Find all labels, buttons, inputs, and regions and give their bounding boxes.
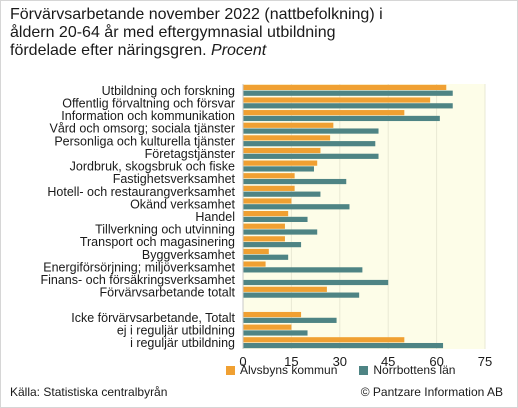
bar-norrbotten bbox=[243, 342, 444, 349]
bar-alvsbyn bbox=[243, 173, 295, 179]
bar-norrbotten bbox=[243, 141, 376, 147]
copyright-note: © Pantzare Information AB bbox=[360, 385, 503, 399]
legend-item-norrbotten: Norrbottens län bbox=[359, 363, 455, 377]
x-tick-label: 45 bbox=[381, 354, 395, 369]
category-label: Icke förvärvsarbetande, Totalt bbox=[71, 311, 235, 325]
bar-alvsbyn bbox=[243, 84, 447, 91]
bar-alvsbyn bbox=[243, 337, 405, 343]
bar-alvsbyn bbox=[243, 286, 327, 292]
legend-item-alvsbyn: Älvsbyns kommun bbox=[226, 363, 337, 377]
bar-norrbotten bbox=[243, 216, 308, 222]
category-label: Jordbruk, skogsbruk och fiske bbox=[70, 160, 235, 174]
bar-norrbotten bbox=[243, 178, 347, 185]
bar-norrbotten bbox=[243, 103, 453, 109]
chart-title: Förvärvsarbetande november 2022 (nattbef… bbox=[10, 6, 510, 60]
bar-norrbotten bbox=[243, 90, 453, 96]
bar-norrbotten bbox=[243, 242, 302, 248]
category-label: Hotell- och restaurangverksamhet bbox=[47, 185, 235, 199]
x-tick-label: 60 bbox=[429, 354, 443, 369]
bar-norrbotten bbox=[243, 279, 389, 286]
x-tick-label: 75 bbox=[478, 354, 492, 369]
legend: Älvsbyns kommun Norrbottens län bbox=[226, 363, 455, 377]
bar-norrbotten bbox=[243, 317, 337, 323]
category-label: Transport och magasinering bbox=[80, 235, 235, 249]
category-label: ej i reguljär utbildning bbox=[117, 324, 235, 338]
x-tick-label: 15 bbox=[284, 354, 298, 369]
category-label: Offentlig förvaltning och försvar bbox=[62, 96, 235, 110]
bar-norrbotten bbox=[243, 128, 379, 134]
source-note: Källa: Statistiska centralbyrån bbox=[10, 385, 168, 399]
category-label: Byggverksamhet bbox=[142, 248, 236, 262]
x-tick-label: 30 bbox=[333, 354, 347, 369]
bar-alvsbyn bbox=[243, 324, 292, 330]
bar-norrbotten bbox=[243, 166, 314, 172]
bar-alvsbyn bbox=[243, 236, 285, 242]
legend-swatch-norrbotten bbox=[359, 365, 369, 375]
category-label: Tillverkning och utvinning bbox=[95, 223, 235, 237]
legend-label-alvsbyn: Älvsbyns kommun bbox=[240, 363, 338, 377]
bar-alvsbyn bbox=[243, 135, 331, 141]
category-label: Okänd verksamhet bbox=[130, 197, 235, 211]
legend-swatch-alvsbyn bbox=[226, 365, 235, 375]
bar-alvsbyn bbox=[243, 185, 295, 191]
bar-norrbotten bbox=[243, 267, 363, 273]
bar-norrbotten bbox=[243, 204, 350, 210]
bar-alvsbyn bbox=[243, 248, 269, 255]
bar-alvsbyn bbox=[243, 198, 292, 204]
category-label: Energiförsörjning; miljöverksamhet bbox=[43, 260, 235, 274]
chart-unit: Procent bbox=[211, 42, 267, 59]
category-label: Vård och omsorg; sociala tjänster bbox=[49, 122, 235, 136]
legend-label-norrbotten: Norrbottens län bbox=[373, 363, 456, 377]
category-label: Information och kommunikation bbox=[61, 109, 235, 123]
category-label: Personliga och kulturella tjänster bbox=[54, 134, 235, 148]
bar-alvsbyn bbox=[243, 223, 285, 229]
x-tick-label: 0 bbox=[239, 354, 246, 369]
bar-norrbotten bbox=[243, 115, 440, 122]
category-label: Finans- och försäkringsverksamhet bbox=[40, 273, 235, 287]
bar-norrbotten bbox=[243, 229, 318, 235]
bar-norrbotten bbox=[243, 330, 308, 336]
category-label: Företagstjänster bbox=[145, 147, 235, 161]
bar-alvsbyn bbox=[243, 97, 431, 103]
category-label: Förvärvsarbetande totalt bbox=[100, 286, 236, 300]
bar-alvsbyn bbox=[243, 110, 405, 116]
bar-alvsbyn bbox=[243, 261, 266, 267]
category-label: Fastighetsverksamhet bbox=[113, 172, 236, 186]
bar-alvsbyn bbox=[243, 122, 334, 128]
bar-norrbotten bbox=[243, 191, 321, 197]
bar-norrbotten bbox=[243, 254, 289, 260]
bar-norrbotten bbox=[243, 153, 379, 159]
category-label: Utbildning och forskning bbox=[102, 84, 235, 98]
plot-area bbox=[243, 84, 485, 349]
category-label: i reguljär utbildning bbox=[130, 336, 235, 350]
bar-alvsbyn bbox=[243, 147, 321, 154]
bar-norrbotten bbox=[243, 292, 360, 298]
chart-title-text: Förvärvsarbetande november 2022 (nattbef… bbox=[10, 6, 383, 59]
bar-alvsbyn bbox=[243, 311, 302, 318]
category-label: Handel bbox=[195, 210, 235, 224]
bar-alvsbyn bbox=[243, 160, 318, 166]
bar-alvsbyn bbox=[243, 211, 289, 217]
